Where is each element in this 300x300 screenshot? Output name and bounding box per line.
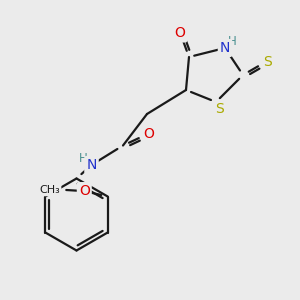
Text: H: H	[228, 35, 237, 48]
Text: O: O	[79, 184, 90, 198]
Text: H: H	[79, 152, 88, 166]
Text: CH₃: CH₃	[39, 184, 60, 195]
Text: O: O	[143, 127, 154, 141]
Text: S: S	[263, 55, 272, 68]
Text: N: N	[220, 41, 230, 55]
Text: O: O	[174, 26, 185, 40]
Text: S: S	[215, 102, 224, 116]
Text: N: N	[86, 158, 97, 172]
